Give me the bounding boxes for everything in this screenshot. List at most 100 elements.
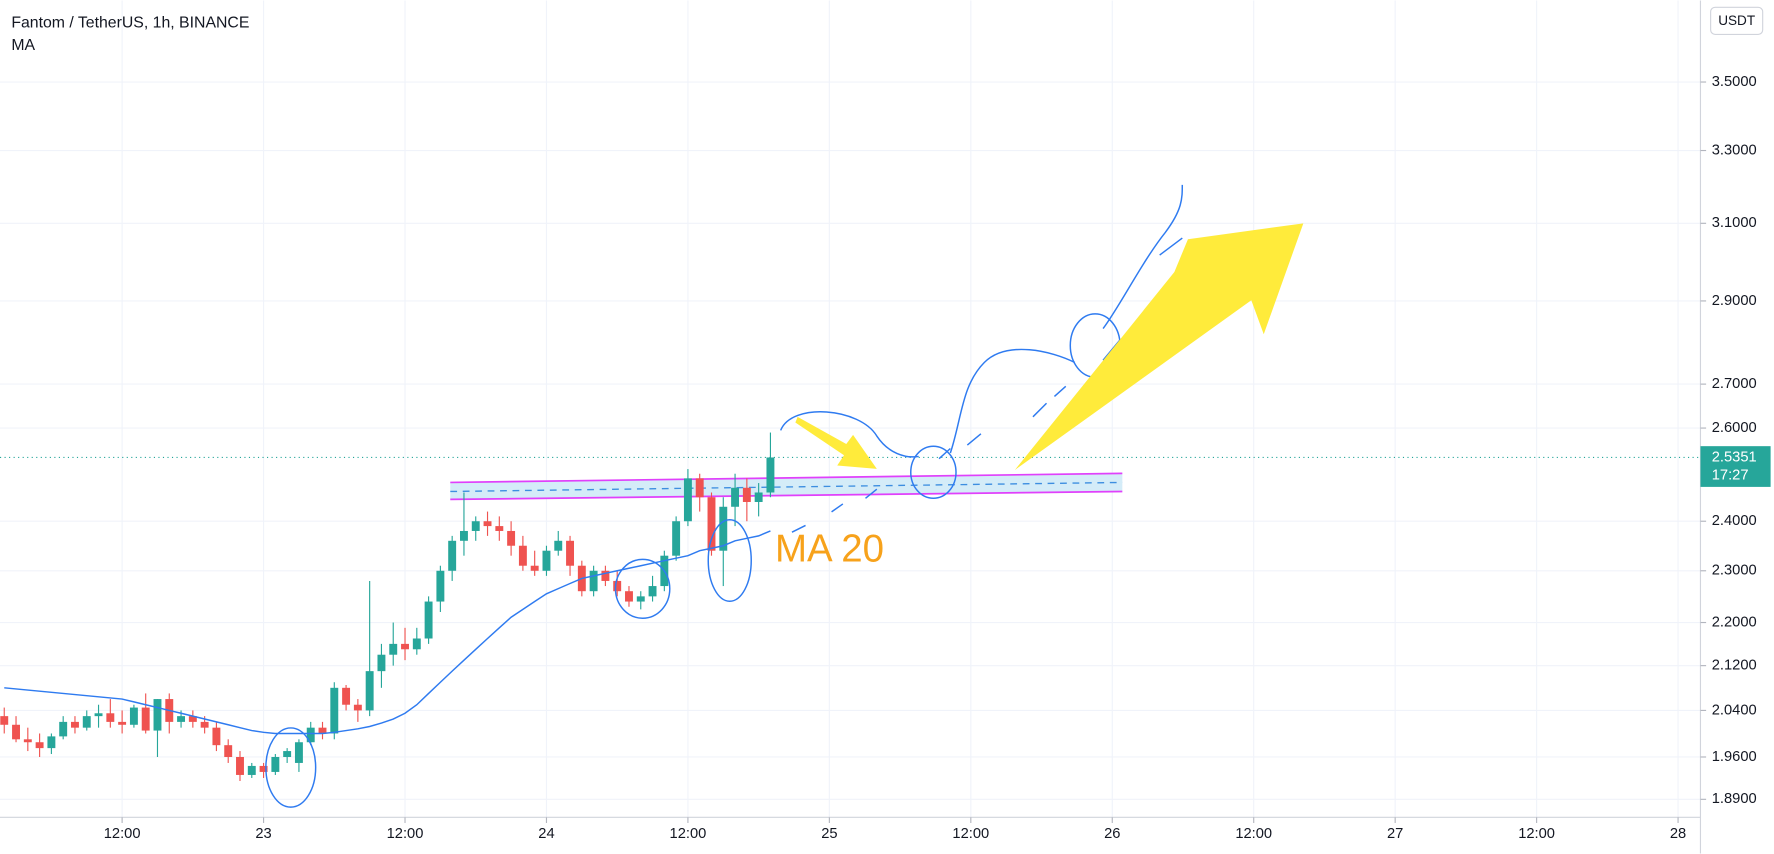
candle-body xyxy=(294,742,303,763)
candle-body xyxy=(566,540,575,566)
candle-body xyxy=(212,727,221,746)
y-tick-label: 2.0400 xyxy=(1712,702,1757,718)
candle-body xyxy=(129,707,138,725)
candle-body xyxy=(471,521,480,531)
candle-body xyxy=(82,716,91,728)
y-tick-label: 2.3000 xyxy=(1712,563,1757,579)
candle-body xyxy=(719,506,728,551)
circle-drawing xyxy=(910,445,957,500)
candle-body xyxy=(247,765,256,775)
x-tick-label: 26 xyxy=(1104,826,1120,842)
curve-drawing xyxy=(779,411,919,458)
candle-body xyxy=(483,521,492,527)
candle-body xyxy=(271,756,280,772)
y-tick-label: 1.8900 xyxy=(1712,791,1757,807)
y-tick-label: 3.1000 xyxy=(1712,215,1757,231)
candle-body xyxy=(283,751,292,757)
arrow-large xyxy=(1014,223,1304,470)
candle-body xyxy=(436,570,445,602)
arrows xyxy=(795,223,1304,470)
candle-body xyxy=(12,724,20,740)
candle-body xyxy=(636,596,645,602)
x-tick-label: 12:00 xyxy=(952,826,989,842)
candle-body xyxy=(177,716,186,722)
candle-body xyxy=(495,526,504,531)
x-tick-label: 12:00 xyxy=(1235,826,1272,842)
legend-entry: MA xyxy=(11,37,35,54)
x-tick-label: 12:00 xyxy=(1518,826,1555,842)
candle-body xyxy=(224,745,233,757)
candle-body xyxy=(672,521,681,556)
curve-drawing xyxy=(949,348,1076,454)
x-tick-label: 25 xyxy=(821,826,837,842)
candle-body xyxy=(118,721,127,725)
candle-body xyxy=(459,530,468,541)
x-tick-label: 24 xyxy=(538,826,554,842)
candle-body xyxy=(94,713,103,717)
candle-body xyxy=(23,739,32,743)
annotation: MA 20 xyxy=(775,528,884,571)
candle-body xyxy=(389,643,398,655)
candle-body xyxy=(542,550,551,571)
chart-title: Fantom / TetherUS, 1h, BINANCE xyxy=(11,14,249,31)
candle-body xyxy=(518,545,527,566)
candle-body xyxy=(330,687,339,734)
candle-body xyxy=(377,654,386,672)
candle-body xyxy=(448,540,457,571)
candle-body xyxy=(695,478,704,498)
curve-drawing xyxy=(1102,184,1184,330)
y-tick-label: 3.5000 xyxy=(1712,74,1757,90)
candle-body xyxy=(589,570,598,592)
candle-body xyxy=(648,586,657,597)
zone-top xyxy=(450,472,1123,484)
y-tick-label: 2.9000 xyxy=(1712,293,1757,309)
candle-body xyxy=(742,487,751,502)
candle-body xyxy=(353,704,362,711)
circle-drawing xyxy=(614,558,671,619)
candle-body xyxy=(318,727,327,734)
y-tick-label: 2.4000 xyxy=(1712,513,1757,529)
candle-body xyxy=(601,570,610,581)
unit-label[interactable]: USDT xyxy=(1718,13,1755,28)
candle-body xyxy=(106,713,115,722)
y-tick-label: 2.7000 xyxy=(1712,376,1757,392)
candle-body xyxy=(754,492,763,502)
drawings xyxy=(265,184,1184,808)
x-tick-label: 12:00 xyxy=(670,826,707,842)
y-tick-label: 2.1200 xyxy=(1712,658,1757,674)
candle-body xyxy=(766,457,775,493)
last-price-box xyxy=(1700,446,1771,487)
candle-body xyxy=(141,707,150,731)
circle-drawing xyxy=(707,519,752,602)
candle-body xyxy=(731,487,740,507)
candle-body xyxy=(412,638,421,650)
y-tick-label: 1.9600 xyxy=(1712,749,1757,765)
x-tick-label: 27 xyxy=(1387,826,1403,842)
candle-body xyxy=(0,716,9,725)
y-tick-label: 2.2000 xyxy=(1712,614,1757,630)
x-tick-label: 23 xyxy=(255,826,271,842)
candle-body xyxy=(59,721,68,737)
candle-body xyxy=(47,736,56,749)
drawings xyxy=(450,472,1123,501)
candle-body xyxy=(707,497,716,551)
y-tick-label: 3.3000 xyxy=(1712,142,1757,158)
last-price-label: 2.5351 xyxy=(1712,449,1757,465)
candle-body xyxy=(35,742,44,749)
candle-body xyxy=(306,727,315,743)
candle-body xyxy=(530,565,539,571)
candle-body xyxy=(424,601,433,639)
y-tick-label: 2.6000 xyxy=(1712,420,1757,436)
candle-body xyxy=(200,721,209,728)
candle-body xyxy=(71,721,79,728)
candle-body xyxy=(401,643,409,650)
candle-body xyxy=(683,478,692,522)
candle-body xyxy=(259,765,268,772)
unit-button[interactable] xyxy=(1710,6,1764,35)
ma-line xyxy=(4,530,771,735)
candle-body xyxy=(188,716,197,722)
circle-drawing xyxy=(265,727,317,808)
candle-body xyxy=(625,591,633,602)
